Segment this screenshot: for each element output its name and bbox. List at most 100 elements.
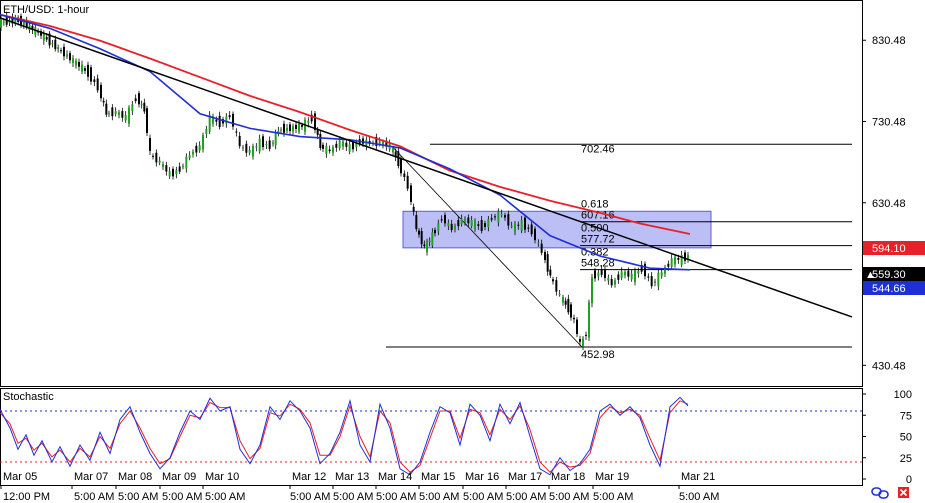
x-time-label: 5:00 AM [205, 491, 245, 503]
candle-body [610, 278, 613, 286]
x-time-label: 5:00 AM [549, 491, 589, 503]
candle-body [514, 223, 516, 232]
chain-link-icon[interactable] [871, 487, 889, 499]
candle-body [11, 16, 14, 24]
candle-body [325, 146, 328, 154]
level-label: 0.500 [581, 223, 609, 235]
time-axis: Mar 05 Mar 07 Mar 08 Mar 09 Mar 10 Mar 12 Mar … [0, 471, 719, 503]
candle-body [680, 254, 683, 265]
candle-body [674, 256, 676, 265]
candle-body [494, 216, 496, 218]
x-date-label: Mar 13 [335, 471, 369, 483]
candle-body [567, 298, 570, 313]
candle-body [84, 68, 86, 71]
price-tag-label: 559.30 [872, 269, 906, 281]
x-time-label: 5:00 AM [74, 491, 114, 503]
candle-body [185, 156, 188, 169]
candle-body [454, 225, 456, 230]
candle-body [564, 300, 567, 305]
main-price-pane: 702.460.618607.160.500577.720.382548.284… [0, 0, 925, 387]
candle-body [319, 133, 322, 149]
x-time-label: 5:00 AM [376, 491, 416, 503]
candle-body [400, 158, 402, 174]
candle-body [410, 185, 412, 202]
candle-body [378, 141, 381, 144]
x-time-label: 5:00 AM [419, 491, 459, 503]
candle-body [677, 258, 680, 260]
candle-body [467, 217, 470, 224]
y-tick-label: 730.48 [872, 117, 906, 129]
candle-body [552, 279, 554, 282]
ma-red-line [0, 13, 691, 235]
candle-body [262, 136, 264, 148]
candle-body [286, 127, 288, 131]
candle-body [138, 93, 140, 105]
candle-body [423, 244, 426, 247]
candle-body [490, 218, 493, 220]
candle-body [242, 147, 244, 149]
candle-body [162, 163, 164, 167]
stochastic-title: Stochastic [3, 391, 54, 403]
candle-body [28, 24, 31, 30]
candle-body [412, 206, 415, 212]
candle-body [105, 103, 108, 115]
stochastic-tick-label: 0 [906, 474, 912, 486]
candle-body [93, 79, 96, 83]
candle-body [549, 269, 552, 276]
price-tag [863, 241, 925, 255]
x-date-label: Mar 17 [508, 471, 542, 483]
price-tag [863, 267, 925, 281]
candle-body [614, 280, 616, 285]
candle-body [657, 272, 660, 287]
candle-body [654, 281, 656, 283]
candle-body [558, 293, 561, 295]
candle-body [634, 270, 636, 283]
candle-body [114, 111, 117, 115]
close-icon[interactable] [898, 487, 909, 498]
candle-body [235, 131, 238, 133]
candle-body [352, 142, 354, 150]
x-date-label: Mar 09 [162, 471, 196, 483]
candle-body [143, 102, 146, 112]
candle-body [81, 64, 83, 72]
candle-body [477, 224, 480, 226]
main-pane-frame [0, 0, 863, 387]
candle-body [627, 270, 630, 277]
stochastic-d-line [0, 400, 689, 473]
candle-body [272, 142, 274, 144]
y-tick-label: 430.48 [872, 360, 906, 372]
price-tag-label: 594.10 [872, 243, 906, 255]
candle-body [72, 58, 74, 63]
candle-body [310, 114, 313, 122]
candle-body [582, 338, 584, 347]
candle-body [75, 60, 77, 66]
candle-body [507, 213, 510, 226]
x-time-label: 12:00 PM [3, 491, 50, 503]
candle-body [328, 149, 331, 152]
candle-body [90, 67, 92, 82]
price-tag-marker: ▲ [865, 269, 876, 281]
candle-body [484, 223, 486, 227]
candle-body [345, 142, 348, 147]
candle-body [149, 137, 151, 151]
candle-body [298, 123, 300, 132]
x-date-label: Mar 16 [465, 471, 499, 483]
candle-body [165, 165, 168, 172]
level-label: 702.46 [581, 143, 615, 155]
candle-body [426, 241, 428, 253]
candle-body [687, 255, 689, 259]
candle-body [527, 227, 530, 229]
candle-body [464, 218, 466, 223]
candle-body [562, 297, 564, 303]
x-date-label: Mar 12 [292, 471, 326, 483]
candle-body [497, 211, 500, 223]
stochastic-tick-label: 75 [900, 410, 912, 422]
candle-body [630, 273, 633, 280]
candle-body [292, 126, 294, 132]
candle-body [534, 228, 536, 241]
candle-body [31, 25, 34, 30]
candle-body [118, 112, 120, 116]
x-time-label: 5:00 AM [593, 491, 633, 503]
candle-body [188, 155, 191, 158]
